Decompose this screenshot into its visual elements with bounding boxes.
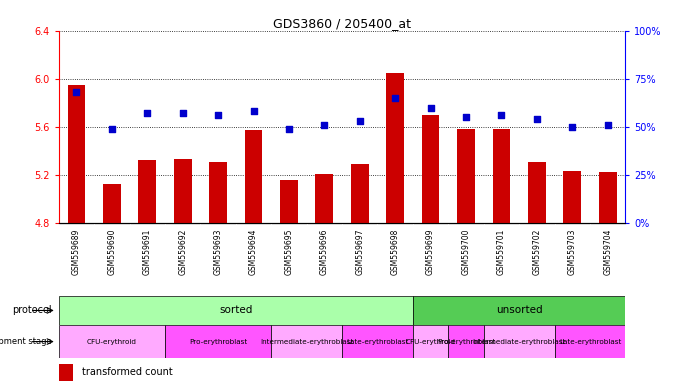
Bar (386, 73, 404, 223)
Point (390, 95, 401, 101)
Bar (448, 325, 484, 358)
Bar (493, 129, 510, 223)
Bar (563, 171, 581, 223)
Bar (59, 364, 73, 381)
Text: CFU-erythroid: CFU-erythroid (87, 339, 137, 344)
Bar (342, 325, 413, 358)
Text: transformed count: transformed count (82, 367, 172, 377)
Bar (413, 325, 448, 358)
Point (602, 122, 613, 128)
Text: GSM559700: GSM559700 (462, 228, 471, 275)
Point (460, 114, 471, 120)
Bar (422, 115, 439, 223)
Bar (484, 325, 554, 358)
Point (283, 126, 294, 132)
Text: GSM559698: GSM559698 (390, 228, 399, 275)
Text: GSM559693: GSM559693 (214, 228, 223, 275)
Point (142, 110, 153, 116)
Bar (351, 164, 368, 223)
Bar (138, 161, 156, 223)
Text: Pro-erythroblast: Pro-erythroblast (189, 339, 247, 344)
Bar (68, 85, 85, 223)
Bar (554, 325, 625, 358)
Text: sorted: sorted (219, 305, 252, 316)
Title: GDS3860 / 205400_at: GDS3860 / 205400_at (273, 17, 411, 30)
Bar (209, 162, 227, 223)
Text: GSM559702: GSM559702 (532, 228, 541, 275)
Text: Pro-erythroblast: Pro-erythroblast (437, 339, 495, 344)
Bar (174, 159, 191, 223)
Text: GSM559691: GSM559691 (143, 228, 152, 275)
Bar (599, 172, 616, 223)
Bar (316, 174, 333, 223)
Text: protocol: protocol (12, 305, 52, 316)
Bar (59, 296, 413, 325)
Text: GSM559701: GSM559701 (497, 228, 506, 275)
Point (106, 126, 117, 132)
Bar (457, 129, 475, 223)
Text: Intermediate-erythroblast: Intermediate-erythroblast (260, 339, 353, 344)
Text: GSM559699: GSM559699 (426, 228, 435, 275)
Bar (59, 325, 165, 358)
Point (319, 122, 330, 128)
Point (354, 118, 366, 124)
Bar (413, 296, 625, 325)
Point (531, 116, 542, 122)
Text: Late-erythroblast: Late-erythroblast (559, 339, 621, 344)
Point (248, 108, 259, 114)
Text: GSM559694: GSM559694 (249, 228, 258, 275)
Point (213, 112, 224, 118)
Bar (280, 180, 298, 223)
Bar (245, 130, 263, 223)
Bar (271, 325, 342, 358)
Text: GSM559695: GSM559695 (285, 228, 294, 275)
Point (71, 89, 82, 95)
Bar (103, 184, 121, 223)
Text: GSM559703: GSM559703 (568, 228, 577, 275)
Text: GSM559696: GSM559696 (320, 228, 329, 275)
Text: GSM559692: GSM559692 (178, 228, 187, 275)
Point (425, 104, 436, 111)
Point (567, 124, 578, 130)
Bar (528, 162, 546, 223)
Point (496, 112, 507, 118)
Text: GSM559689: GSM559689 (72, 228, 81, 275)
Text: development stage: development stage (0, 337, 52, 346)
Text: Intermediate-erythroblast: Intermediate-erythroblast (473, 339, 566, 344)
Text: CFU-erythroid: CFU-erythroid (406, 339, 455, 344)
Text: GSM559697: GSM559697 (355, 228, 364, 275)
Text: Late-erythroblast: Late-erythroblast (346, 339, 408, 344)
Point (177, 110, 188, 116)
Text: GSM559704: GSM559704 (603, 228, 612, 275)
Text: unsorted: unsorted (496, 305, 542, 316)
Text: GSM559690: GSM559690 (107, 228, 116, 275)
Bar (165, 325, 271, 358)
